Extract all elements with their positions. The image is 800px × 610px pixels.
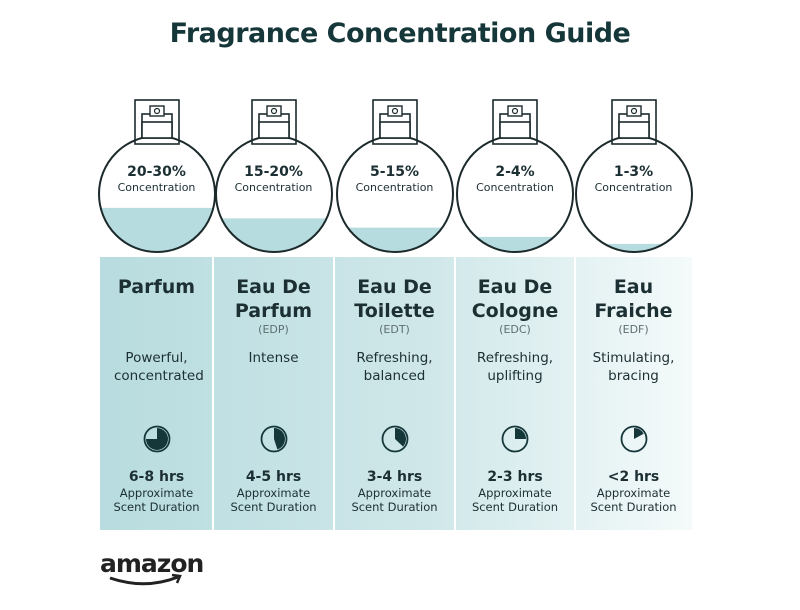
scent-duration: 6-8 hrs — [128, 469, 185, 485]
bottle-1: 15-20% Concentration — [212, 96, 336, 253]
concentration-label: Concentration — [117, 181, 196, 194]
fragrance-description: Intense — [248, 350, 299, 366]
scent-duration: 4-5 hrs — [245, 469, 302, 485]
duration-label: Approximate Scent Duration — [590, 486, 677, 514]
duration-label: Approximate Scent Duration — [351, 486, 438, 514]
fragrance-name: Eau De Cologne — [471, 276, 559, 322]
clock-icon — [260, 425, 287, 453]
fragrance-name: Parfum — [117, 276, 196, 298]
liquid-fill — [100, 207, 213, 252]
fragrance-name: Eau De Parfum — [234, 276, 313, 322]
duration-label: Approximate Scent Duration — [471, 486, 559, 514]
fragrance-abbr: (EDF) — [618, 323, 649, 336]
comparison-panel — [100, 257, 692, 530]
concentration-percent: 20-30% — [127, 164, 186, 180]
svg-text:amazon: amazon — [100, 549, 203, 578]
scent-duration: <2 hrs — [607, 469, 660, 485]
fragrance-name: Eau Fraiche — [594, 276, 673, 322]
column-eau-de-toilette: Eau De Toilette (EDT) Refreshing, balanc… — [334, 257, 455, 530]
clock-icon — [381, 425, 408, 453]
fragrance-description: Stimulating, bracing — [592, 350, 675, 384]
fragrance-description: Refreshing, uplifting — [476, 350, 554, 384]
concentration-percent: 5-15% — [369, 164, 420, 180]
column-divider — [574, 257, 576, 530]
column-divider — [212, 257, 214, 530]
column-eau-de-cologne: Eau De Cologne (EDC) Refreshing, uplifti… — [455, 257, 575, 530]
fragrance-description: Refreshing, balanced — [356, 350, 433, 384]
duration-label: Approximate Scent Duration — [113, 486, 200, 514]
column-divider — [454, 257, 456, 530]
fragrance-abbr: (EDP) — [258, 323, 289, 336]
scent-duration: 2-3 hrs — [487, 469, 543, 485]
fragrance-description: Powerful, concentrated — [114, 350, 204, 384]
scent-duration: 3-4 hrs — [366, 469, 423, 485]
fragrance-abbr: (EDT) — [379, 323, 410, 336]
bottle-4: 1-3% Concentration — [572, 96, 696, 253]
concentration-label: Concentration — [355, 181, 434, 194]
concentration-percent: 1-3% — [613, 164, 654, 180]
column-parfum: Parfum Powerful, concentrated 6-8 hrs Ap… — [100, 257, 213, 530]
bottle-3: 2-4% Concentration — [453, 96, 577, 253]
concentration-label: Concentration — [594, 181, 673, 194]
liquid-fill — [220, 218, 327, 252]
clock-icon — [501, 425, 529, 453]
column-divider — [333, 257, 335, 530]
column-eau-de-parfum: Eau De Parfum (EDP) Intense 4-5 hrs Appr… — [213, 257, 334, 530]
bottle-2: 5-15% Concentration — [333, 96, 457, 253]
liquid-fill — [347, 227, 442, 253]
duration-label: Approximate Scent Duration — [230, 486, 317, 514]
clock-icon — [143, 425, 170, 453]
concentration-label: Concentration — [476, 181, 554, 194]
page-title: Fragrance Concentration Guide — [169, 18, 631, 49]
concentration-percent: 2-4% — [495, 164, 535, 180]
fragrance-abbr: (EDC) — [499, 323, 531, 336]
concentration-percent: 15-20% — [244, 164, 303, 180]
fragrance-name: Eau De Toilette — [354, 276, 435, 322]
column-eau-fraiche: Eau Fraiche (EDF) Stimulating, bracing <… — [575, 257, 692, 530]
amazon-logo: amazon — [100, 548, 210, 592]
bottle-0: 20-30% Concentration — [95, 96, 219, 253]
clock-icon — [620, 425, 647, 453]
concentration-label: Concentration — [234, 181, 313, 194]
